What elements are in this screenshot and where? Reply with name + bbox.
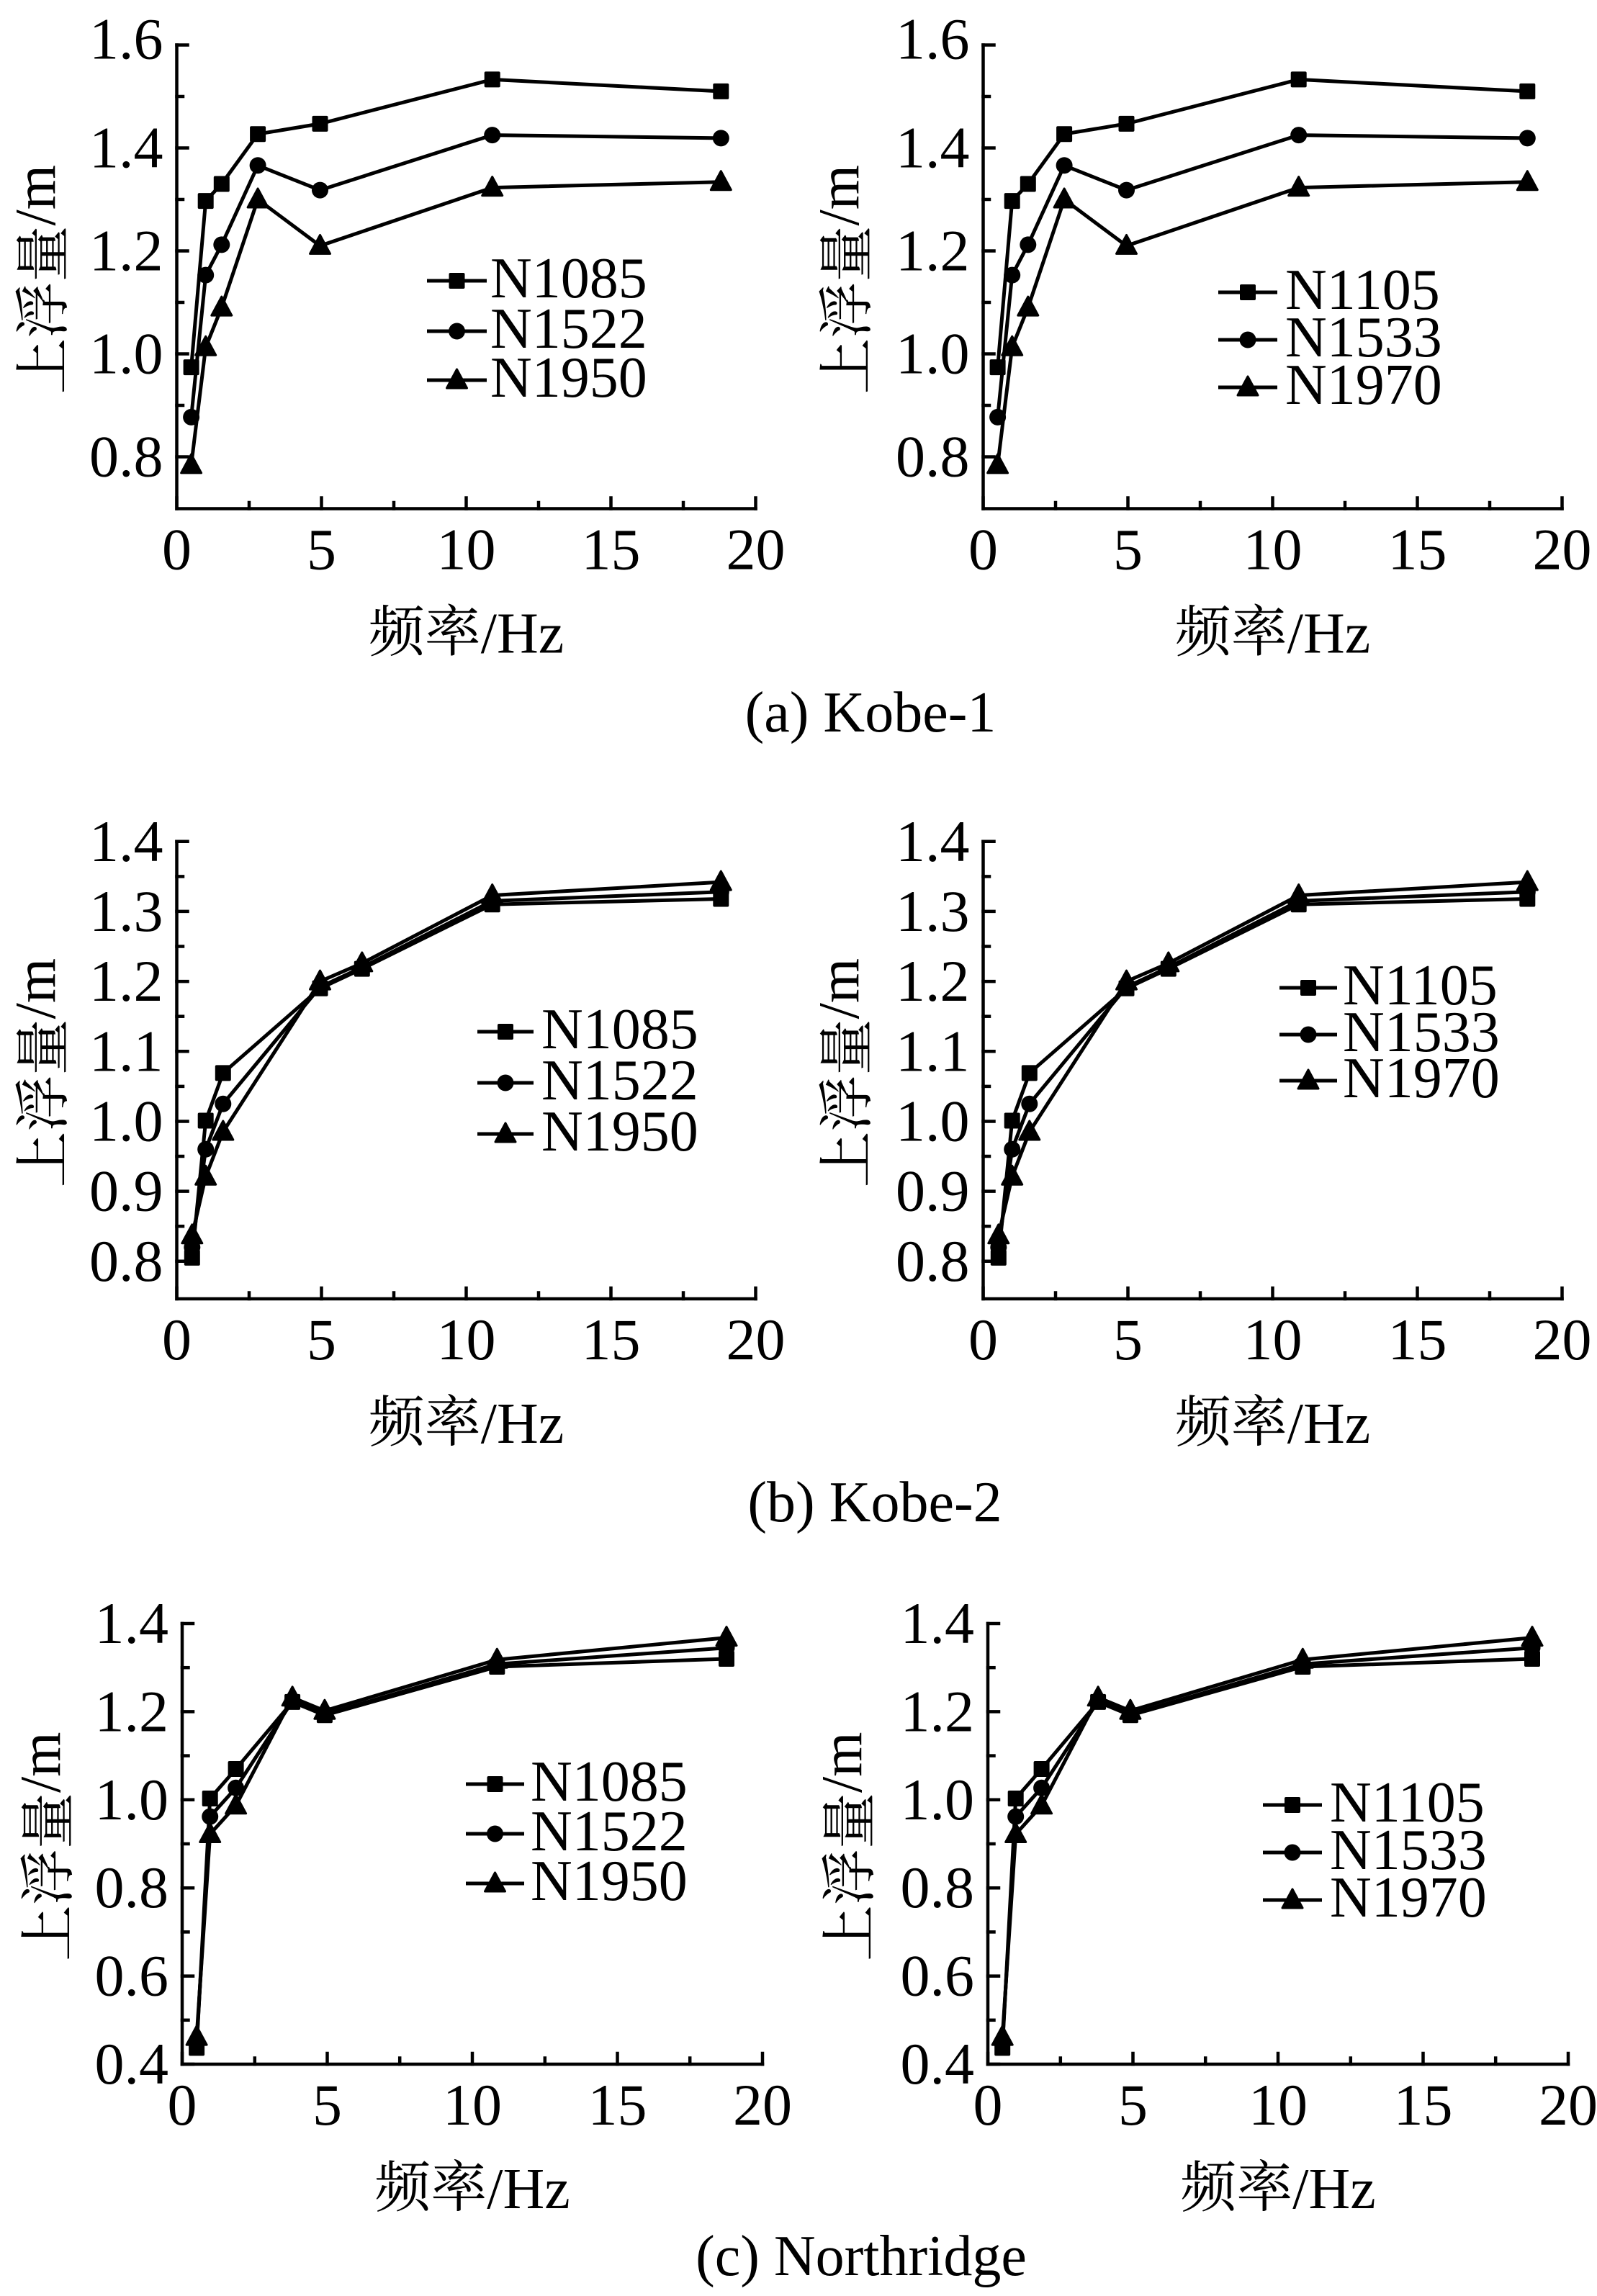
svg-text:1.6: 1.6 xyxy=(89,6,163,72)
svg-text:/Hz: /Hz xyxy=(1287,1392,1371,1456)
svg-text:0.9: 0.9 xyxy=(89,1158,163,1224)
svg-text:20: 20 xyxy=(726,1307,786,1372)
svg-text:1.4: 1.4 xyxy=(896,115,970,181)
svg-text:/Hz: /Hz xyxy=(481,603,564,666)
svg-text:N1085: N1085 xyxy=(541,998,698,1061)
svg-text:0: 0 xyxy=(162,1307,192,1372)
svg-text:1.0: 1.0 xyxy=(95,1767,169,1832)
svg-text:N1533: N1533 xyxy=(1285,306,1442,369)
svg-text:15: 15 xyxy=(588,2072,647,2138)
svg-text:1.0: 1.0 xyxy=(89,321,163,387)
svg-text:1.0: 1.0 xyxy=(901,1767,975,1832)
svg-text:1.4: 1.4 xyxy=(901,1590,975,1656)
svg-text:0.8: 0.8 xyxy=(896,1228,970,1294)
svg-text:5: 5 xyxy=(312,2072,342,2138)
svg-text:N1105: N1105 xyxy=(1343,954,1498,1017)
svg-text:20: 20 xyxy=(1533,1307,1592,1372)
svg-text:20: 20 xyxy=(726,517,786,582)
svg-text:1.2: 1.2 xyxy=(89,948,163,1014)
svg-text:N1950: N1950 xyxy=(541,1100,698,1163)
svg-text:0.8: 0.8 xyxy=(89,1228,163,1294)
svg-text:1.1: 1.1 xyxy=(89,1018,163,1084)
svg-text:1.1: 1.1 xyxy=(896,1018,970,1084)
svg-text:0.8: 0.8 xyxy=(901,1855,975,1920)
svg-text:1.2: 1.2 xyxy=(95,1678,169,1744)
svg-text:/m: /m xyxy=(808,165,871,225)
svg-text:1.3: 1.3 xyxy=(89,878,163,944)
svg-text:/Hz: /Hz xyxy=(1287,603,1371,666)
svg-text:1.0: 1.0 xyxy=(89,1089,163,1154)
svg-text:N1970: N1970 xyxy=(1285,354,1442,417)
svg-text:/m: /m xyxy=(808,958,871,1019)
svg-text:20: 20 xyxy=(1539,2072,1597,2138)
svg-text:1.4: 1.4 xyxy=(89,809,163,874)
svg-text:N1085: N1085 xyxy=(490,247,647,310)
svg-text:/Hz: /Hz xyxy=(481,1392,564,1456)
svg-text:10: 10 xyxy=(1243,517,1303,582)
svg-text:1.2: 1.2 xyxy=(901,1678,975,1744)
svg-text:0.6: 0.6 xyxy=(901,1943,975,2009)
svg-text:/m: /m xyxy=(4,165,68,225)
svg-text:N1522: N1522 xyxy=(531,1800,688,1863)
svg-text:(b) Kobe-2: (b) Kobe-2 xyxy=(747,1471,1002,1534)
svg-text:1.2: 1.2 xyxy=(896,218,970,284)
svg-text:15: 15 xyxy=(1388,1307,1447,1372)
svg-text:0.4: 0.4 xyxy=(901,2031,975,2097)
svg-text:20: 20 xyxy=(1533,517,1592,582)
svg-text:15: 15 xyxy=(582,517,641,582)
svg-text:15: 15 xyxy=(582,1307,641,1372)
svg-text:5: 5 xyxy=(1118,2072,1148,2138)
svg-text:1.0: 1.0 xyxy=(896,321,970,387)
svg-text:0.4: 0.4 xyxy=(95,2031,169,2097)
svg-text:15: 15 xyxy=(1388,517,1447,582)
svg-text:0: 0 xyxy=(168,2072,197,2138)
svg-text:/Hz: /Hz xyxy=(487,2158,570,2221)
svg-text:N1522: N1522 xyxy=(490,297,647,361)
svg-text:N1970: N1970 xyxy=(1330,1866,1487,1930)
svg-text:1.3: 1.3 xyxy=(896,878,970,944)
svg-text:N1533: N1533 xyxy=(1343,1001,1500,1064)
svg-text:N1970: N1970 xyxy=(1343,1047,1500,1110)
svg-text:1.4: 1.4 xyxy=(896,809,970,874)
svg-text:/m: /m xyxy=(4,958,68,1019)
svg-text:/m: /m xyxy=(811,1732,874,1793)
svg-text:5: 5 xyxy=(307,1307,336,1372)
svg-text:0: 0 xyxy=(162,517,192,582)
svg-text:5: 5 xyxy=(307,517,336,582)
svg-text:20: 20 xyxy=(733,2072,792,2138)
svg-text:N1085: N1085 xyxy=(531,1750,688,1814)
svg-text:0.6: 0.6 xyxy=(95,1943,169,2009)
svg-text:(a) Kobe-1: (a) Kobe-1 xyxy=(745,681,997,744)
svg-text:0.8: 0.8 xyxy=(95,1855,169,1920)
svg-text:10: 10 xyxy=(443,2072,502,2138)
svg-text:5: 5 xyxy=(1113,517,1143,582)
svg-text:10: 10 xyxy=(1243,1307,1303,1372)
svg-text:1.0: 1.0 xyxy=(896,1089,970,1154)
svg-text:0.8: 0.8 xyxy=(896,424,970,490)
svg-text:1.6: 1.6 xyxy=(896,6,970,72)
svg-text:N1105: N1105 xyxy=(1285,258,1440,322)
svg-text:1.2: 1.2 xyxy=(89,218,163,284)
svg-text:10: 10 xyxy=(437,1307,496,1372)
svg-text:1.4: 1.4 xyxy=(89,115,163,181)
svg-text:N1533: N1533 xyxy=(1330,1819,1487,1882)
svg-text:10: 10 xyxy=(1249,2072,1308,2138)
svg-text:0: 0 xyxy=(968,517,998,582)
svg-text:0: 0 xyxy=(968,1307,998,1372)
svg-text:0.9: 0.9 xyxy=(896,1158,970,1224)
svg-text:/m: /m xyxy=(9,1732,73,1793)
svg-text:15: 15 xyxy=(1394,2072,1453,2138)
svg-text:(c) Northridge: (c) Northridge xyxy=(696,2225,1027,2288)
svg-text:10: 10 xyxy=(437,517,496,582)
svg-text:N1105: N1105 xyxy=(1330,1771,1485,1834)
svg-text:N1522: N1522 xyxy=(541,1049,698,1112)
svg-text:N1950: N1950 xyxy=(531,1850,688,1913)
svg-text:1.4: 1.4 xyxy=(95,1590,169,1656)
svg-text:0.8: 0.8 xyxy=(89,424,163,490)
svg-text:/Hz: /Hz xyxy=(1292,2158,1376,2221)
svg-text:5: 5 xyxy=(1113,1307,1143,1372)
svg-text:1.2: 1.2 xyxy=(896,948,970,1014)
svg-text:N1950: N1950 xyxy=(490,346,647,410)
svg-text:0: 0 xyxy=(973,2072,1003,2138)
